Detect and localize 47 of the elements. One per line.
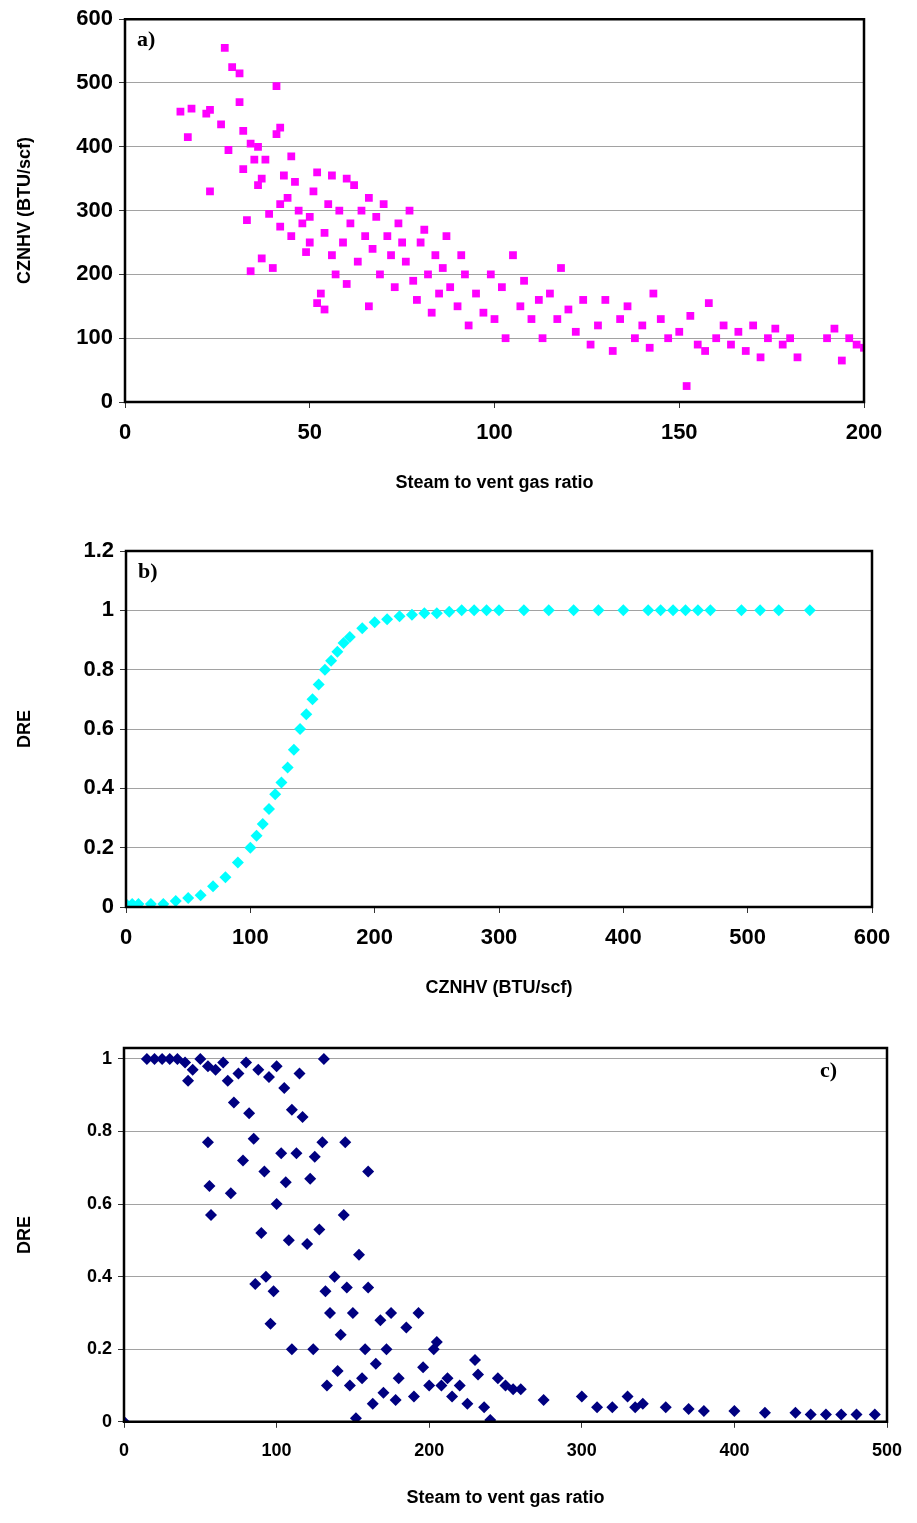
y-tick-label: 400: [76, 132, 113, 158]
y-axis-title: DRE: [13, 1215, 34, 1254]
y-tick-label: 0.2: [83, 833, 114, 859]
x-tick-label: 100: [261, 1439, 292, 1460]
x-tick-label: 0: [118, 419, 132, 445]
x-tick-label: 100: [231, 924, 269, 950]
y-tick-label: 1.2: [83, 537, 114, 563]
y-tick-label: 1: [101, 596, 114, 622]
y-tick-label: 600: [76, 5, 113, 31]
y-tick-label: 0.8: [83, 655, 114, 681]
y-tick-label: 500: [76, 69, 113, 95]
y-tick-label: 1: [101, 1047, 112, 1068]
x-tick-label: 200: [414, 1439, 445, 1460]
x-tick-label: 300: [480, 924, 518, 950]
y-tick-label: 0: [101, 1410, 112, 1431]
y-tick-label: 0.4: [86, 1265, 112, 1286]
annotation: b): [138, 557, 158, 583]
y-tick-label: 0.8: [86, 1120, 112, 1141]
y-tick-label: 0.6: [86, 1193, 112, 1214]
x-tick-label: 500: [871, 1439, 903, 1460]
x-axis-title: CZNHV (BTU/scf): [425, 977, 573, 998]
x-axis-title: Steam to vent gas ratio: [406, 1487, 605, 1508]
y-tick-label: 300: [76, 196, 113, 222]
x-tick-label: 0: [119, 924, 133, 950]
x-tick-label: 400: [604, 924, 642, 950]
annotation: c): [819, 1056, 837, 1082]
annotation: a): [137, 25, 156, 51]
y-tick-label: 0.4: [83, 774, 115, 800]
x-tick-label: 200: [356, 924, 394, 950]
y-tick-label: 0: [101, 893, 114, 919]
x-tick-label: 50: [297, 419, 322, 445]
x-tick-label: 300: [566, 1439, 597, 1460]
y-axis-title: CZNHV (BTU/scf): [13, 137, 34, 285]
y-tick-label: 0.2: [86, 1338, 112, 1359]
x-tick-label: 600: [853, 924, 891, 950]
x-tick-label: 400: [719, 1439, 750, 1460]
x-tick-label: 200: [845, 419, 883, 445]
x-tick-label: 100: [476, 419, 513, 445]
y-tick-label: 0.6: [83, 715, 114, 741]
y-tick-label: 200: [76, 260, 113, 286]
y-tick-label: 100: [76, 324, 113, 350]
x-axis-title: Steam to vent gas ratio: [395, 472, 594, 493]
x-tick-label: 0: [118, 1439, 130, 1460]
x-tick-label: 500: [729, 924, 767, 950]
y-axis-title: DRE: [13, 709, 34, 749]
x-tick-label: 150: [660, 419, 698, 445]
y-tick-label: 0: [100, 388, 113, 414]
